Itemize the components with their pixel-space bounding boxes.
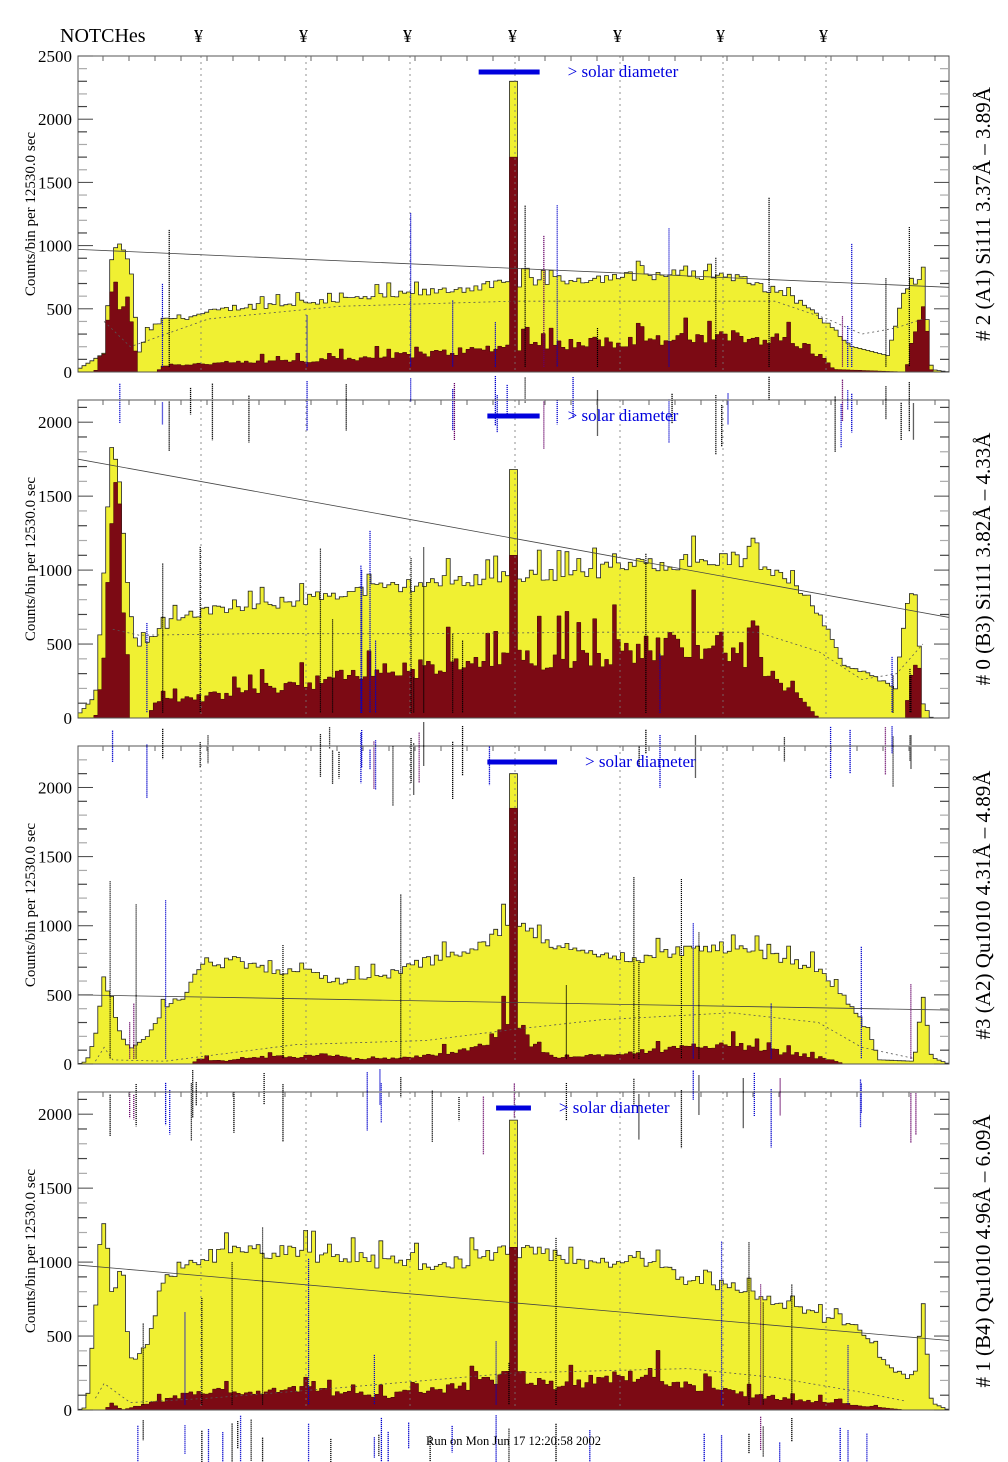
y-tick-label: 1000 xyxy=(38,917,72,936)
y-tick-label: 0 xyxy=(64,1055,73,1074)
y-tick-label: 1000 xyxy=(38,1253,72,1272)
notch-marker: ¥ xyxy=(613,26,622,46)
fit-line xyxy=(78,458,949,618)
y-axis-label: Counts/bin per 12530.0 sec xyxy=(23,1169,39,1333)
y-tick-label: 500 xyxy=(47,300,73,319)
y-tick-label: 1000 xyxy=(38,237,72,256)
model-curve xyxy=(95,1012,915,1062)
notches-label: NOTCHes xyxy=(60,25,146,47)
panel-crystal-label: # 0 (B3) Si111 3.82Å – 4.33Å xyxy=(971,432,995,686)
panels: 0 500 1000 1500 2000 2500 Counts/bin per 12530… xyxy=(23,47,995,1462)
y-axis-label: Counts/bin per 12530.0 sec xyxy=(23,823,39,987)
y-tick-label: 1500 xyxy=(38,848,72,867)
model-curve xyxy=(103,300,924,348)
fit-line xyxy=(78,1264,949,1341)
y-tick-label: 0 xyxy=(64,709,73,728)
notch-marker: ¥ xyxy=(508,26,517,46)
notch-marker: ¥ xyxy=(299,26,308,46)
line-annotations xyxy=(109,877,917,1155)
panel-crystal-label: # 1 (B4) Qu1010 4.96Å – 6.09Å xyxy=(971,1114,995,1388)
plot-area xyxy=(78,746,949,1064)
plot-area xyxy=(78,56,949,372)
fit-line xyxy=(78,994,949,1011)
y-tick-label: 2000 xyxy=(38,778,72,797)
solar-diameter-label: > solar diameter xyxy=(568,62,679,81)
run-timestamp: Run on Mon Jun 17 12:20:58 2002 xyxy=(426,1434,601,1448)
notch-marker: ¥ xyxy=(819,26,828,46)
line-annotations xyxy=(111,530,912,807)
y-tick-label: 2000 xyxy=(38,110,72,129)
y-axis-label: Counts/bin per 12530.0 sec xyxy=(23,477,39,641)
solar-diameter-label: > solar diameter xyxy=(568,406,679,425)
notch-marker: ¥ xyxy=(403,26,412,46)
continuum-histogram xyxy=(78,807,949,1064)
panel-0: 0 500 1000 1500 2000 2500 Counts/bin per 12530… xyxy=(23,47,995,455)
notch-marker: ¥ xyxy=(194,26,203,46)
y-tick-label: 1000 xyxy=(38,561,72,580)
plot-area xyxy=(78,1092,949,1410)
solar-diameter-label: > solar diameter xyxy=(585,752,696,771)
plot-frame xyxy=(77,745,950,1065)
panel-crystal-label: # 2 (A1) Si111 3.37Å – 3.89Å xyxy=(971,86,995,341)
continuum-histogram xyxy=(78,156,949,372)
plot-frame xyxy=(77,1091,950,1411)
plot-frame xyxy=(77,55,950,373)
y-tick-label: 0 xyxy=(64,1401,73,1420)
y-tick-label: 0 xyxy=(64,363,73,382)
y-tick-label: 2500 xyxy=(38,47,72,66)
model-curve xyxy=(112,628,924,680)
y-tick-label: 500 xyxy=(47,635,73,654)
panel-3: 0 500 1000 1500 2000 Counts/bin per 12530.0 s… xyxy=(23,1091,995,1462)
plot-frame xyxy=(77,399,950,719)
notch-markers: ¥ ¥ ¥ ¥ ¥ ¥ ¥ xyxy=(194,26,828,46)
y-tick-label: 2000 xyxy=(38,413,72,432)
notch-marker: ¥ xyxy=(716,26,725,46)
solar-diameter-label: > solar diameter xyxy=(559,1098,670,1117)
panel-2: 0 500 1000 1500 2000 Counts/bin per 12530.0 s… xyxy=(23,745,995,1155)
y-axis-label: Counts/bin per 12530.0 sec xyxy=(23,132,39,296)
line-annotations xyxy=(119,197,915,455)
y-tick-label: 500 xyxy=(47,986,73,1005)
continuum-histogram xyxy=(78,482,949,718)
y-tick-label: 2000 xyxy=(38,1105,72,1124)
model-curve xyxy=(95,1368,906,1404)
plot-area xyxy=(78,400,949,718)
panel-1: 0 500 1000 1500 2000 Counts/bin per 12530.0 s… xyxy=(23,399,995,807)
fit-line xyxy=(78,248,949,288)
y-tick-label: 1500 xyxy=(38,487,72,506)
panel-crystal-label: #3 (A2) Qu1010 4.31Å – 4.89Å xyxy=(971,770,995,1040)
y-tick-label: 1500 xyxy=(38,173,72,192)
y-tick-label: 1500 xyxy=(38,1179,72,1198)
line-annotations xyxy=(137,1227,868,1462)
y-tick-label: 500 xyxy=(47,1327,73,1346)
